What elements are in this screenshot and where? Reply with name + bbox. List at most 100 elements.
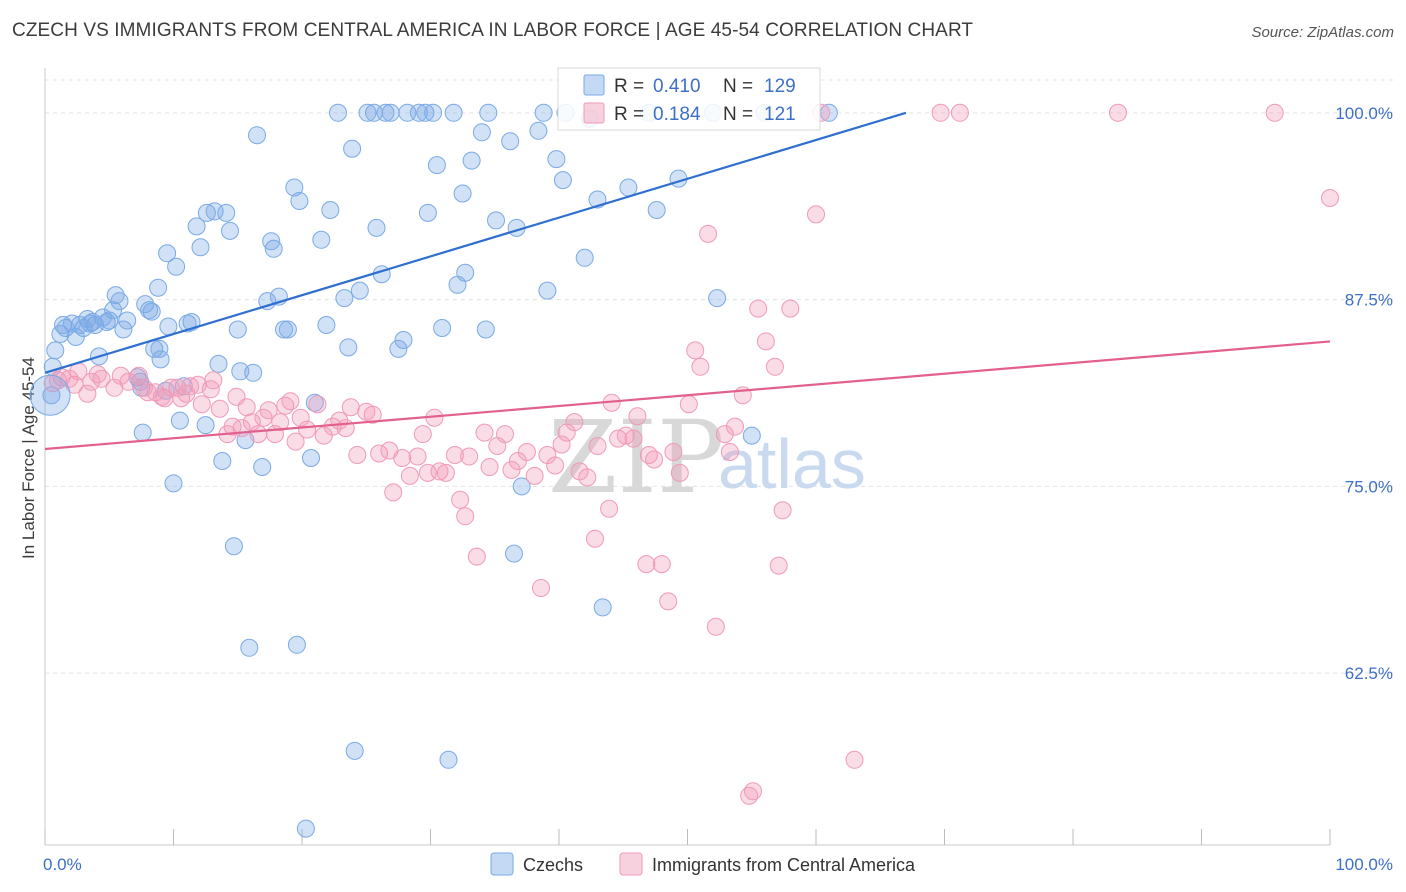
chart-title: CZECH VS IMMIGRANTS FROM CENTRAL AMERICA… bbox=[12, 20, 974, 41]
point-czechs bbox=[66, 328, 85, 346]
point-czechs bbox=[409, 103, 428, 122]
point-czechs-large bbox=[29, 374, 71, 416]
point-czechs bbox=[240, 638, 259, 657]
y-tick-label: 100.0% bbox=[1335, 104, 1393, 123]
point-central-america bbox=[308, 395, 327, 414]
point-central-america bbox=[686, 341, 705, 360]
point-central-america bbox=[538, 446, 557, 464]
y-tick-label: 75.0% bbox=[1345, 477, 1393, 496]
point-czechs bbox=[133, 423, 152, 442]
point-central-america bbox=[475, 423, 494, 442]
point-czechs bbox=[217, 203, 236, 222]
point-czechs bbox=[312, 230, 331, 249]
point-czechs bbox=[505, 544, 523, 563]
point-central-america bbox=[720, 443, 739, 461]
stats-r-value-czechs: 0.410 bbox=[653, 76, 701, 97]
point-central-america bbox=[578, 468, 597, 487]
point-czechs bbox=[100, 311, 119, 330]
point-central-america bbox=[781, 299, 800, 318]
point-central-america bbox=[451, 490, 470, 509]
point-central-america bbox=[286, 432, 305, 451]
point-central-america bbox=[281, 392, 300, 411]
point-czechs bbox=[74, 319, 93, 337]
stats-r-label-central-america: R = bbox=[614, 104, 644, 125]
point-central-america bbox=[502, 460, 521, 479]
point-czechs bbox=[345, 741, 364, 760]
trend-line-central-america bbox=[44, 340, 1331, 451]
point-czechs bbox=[350, 281, 369, 300]
point-czechs bbox=[158, 244, 177, 263]
point-czechs bbox=[416, 103, 435, 122]
point-czechs bbox=[56, 319, 75, 337]
point-czechs bbox=[487, 211, 505, 230]
point-czechs bbox=[418, 203, 437, 222]
point-central-america bbox=[119, 372, 138, 391]
point-czechs bbox=[287, 635, 306, 654]
point-czechs bbox=[151, 350, 170, 369]
point-czechs bbox=[367, 218, 386, 237]
legend-swatch-central-america bbox=[619, 852, 643, 876]
point-central-america bbox=[659, 592, 678, 611]
point-czechs bbox=[433, 319, 452, 337]
y-axis-label: In Labor Force | Age 45-54 bbox=[19, 357, 38, 559]
point-czechs bbox=[253, 458, 272, 476]
point-central-america bbox=[393, 449, 412, 467]
point-central-america bbox=[637, 555, 656, 574]
point-central-america bbox=[744, 782, 762, 801]
point-czechs bbox=[339, 338, 358, 357]
point-czechs bbox=[575, 248, 594, 267]
point-central-america bbox=[384, 483, 403, 502]
point-czechs bbox=[479, 103, 498, 122]
point-central-america bbox=[557, 423, 576, 442]
point-czechs bbox=[114, 320, 133, 339]
stats-swatch-central-america bbox=[583, 102, 605, 124]
point-czechs bbox=[244, 363, 263, 382]
trend-line-czechs bbox=[44, 111, 907, 374]
point-central-america bbox=[508, 452, 527, 470]
point-central-america bbox=[445, 446, 464, 464]
watermark: ZIP atlas bbox=[548, 399, 866, 516]
point-czechs bbox=[110, 292, 129, 311]
point-czechs bbox=[174, 377, 193, 396]
point-czechs bbox=[439, 750, 458, 769]
point-central-america bbox=[1321, 189, 1339, 207]
point-central-america bbox=[552, 435, 571, 454]
trend-lines bbox=[44, 111, 1331, 451]
point-czechs bbox=[142, 302, 161, 321]
point-czechs bbox=[170, 411, 189, 430]
point-central-america bbox=[773, 501, 792, 520]
point-central-america bbox=[192, 395, 211, 414]
point-czechs bbox=[231, 362, 250, 381]
point-czechs bbox=[205, 202, 224, 221]
point-czechs bbox=[118, 311, 137, 330]
point-czechs bbox=[553, 171, 572, 190]
point-czechs bbox=[149, 278, 168, 297]
x-tick-label-right: 100.0% bbox=[1335, 855, 1393, 874]
point-czechs bbox=[296, 819, 315, 838]
point-central-america bbox=[82, 372, 101, 391]
point-central-america bbox=[652, 555, 671, 574]
stats-n-value-czechs: 129 bbox=[764, 76, 796, 97]
point-central-america bbox=[645, 450, 664, 469]
legend-swatch-czechs bbox=[490, 852, 514, 876]
point-central-america bbox=[706, 617, 725, 636]
point-central-america bbox=[756, 332, 775, 351]
point-czechs bbox=[512, 477, 531, 496]
watermark-atlas: atlas bbox=[718, 425, 866, 503]
point-czechs bbox=[453, 184, 472, 203]
point-czechs bbox=[529, 121, 548, 140]
point-central-america bbox=[467, 547, 486, 566]
point-central-america bbox=[43, 374, 62, 393]
point-central-america bbox=[336, 419, 355, 438]
point-central-america bbox=[950, 103, 969, 122]
point-central-america bbox=[78, 384, 97, 403]
point-central-america bbox=[699, 224, 718, 243]
point-central-america bbox=[210, 399, 229, 418]
point-central-america bbox=[670, 463, 689, 482]
point-central-america bbox=[138, 383, 157, 402]
point-czechs bbox=[343, 139, 362, 158]
point-czechs bbox=[86, 316, 105, 334]
stats-swatch-czechs bbox=[583, 74, 605, 96]
point-central-america bbox=[749, 299, 768, 318]
point-central-america bbox=[436, 463, 455, 482]
